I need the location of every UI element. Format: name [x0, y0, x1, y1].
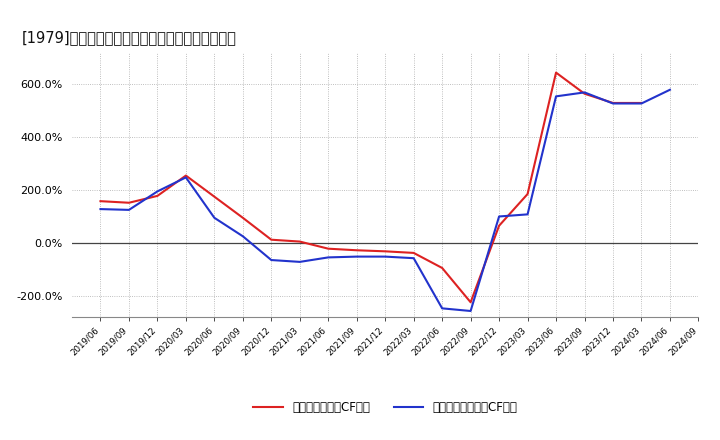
有利子負債フリーCF比率	[637, 101, 646, 106]
有利子負債フリーCF比率	[552, 94, 560, 99]
Line: 有利子負債営業CF比率: 有利子負債営業CF比率	[101, 73, 642, 302]
有利子負債営業CF比率	[324, 246, 333, 251]
有利子負債フリーCF比率	[665, 87, 674, 92]
有利子負債営業CF比率	[267, 237, 276, 242]
有利子負債フリーCF比率	[153, 189, 162, 194]
有利子負債営業CF比率	[238, 215, 247, 220]
有利子負債フリーCF比率	[410, 256, 418, 261]
有利子負債フリーCF比率	[381, 254, 390, 259]
有利子負債フリーCF比率	[267, 257, 276, 263]
有利子負債営業CF比率	[381, 249, 390, 254]
有利子負債営業CF比率	[96, 198, 105, 204]
有利子負債フリーCF比率	[467, 308, 475, 314]
有利子負債営業CF比率	[637, 100, 646, 106]
有利子負債フリーCF比率	[295, 259, 304, 264]
有利子負債フリーCF比率	[125, 207, 133, 213]
有利子負債営業CF比率	[467, 300, 475, 305]
有利子負債営業CF比率	[352, 248, 361, 253]
有利子負債フリーCF比率	[96, 206, 105, 212]
有利子負債フリーCF比率	[210, 215, 219, 220]
有利子負債営業CF比率	[438, 265, 446, 271]
有利子負債フリーCF比率	[324, 255, 333, 260]
有利子負債営業CF比率	[153, 193, 162, 198]
有利子負債フリーCF比率	[608, 101, 617, 106]
Line: 有利子負債フリーCF比率: 有利子負債フリーCF比率	[101, 90, 670, 311]
有利子負債営業CF比率	[495, 223, 503, 228]
有利子負債営業CF比率	[295, 239, 304, 244]
Legend: 有利子負債営業CF比率, 有利子負債フリーCF比率: 有利子負債営業CF比率, 有利子負債フリーCF比率	[248, 396, 522, 419]
有利子負債フリーCF比率	[238, 234, 247, 239]
有利子負債フリーCF比率	[580, 90, 589, 95]
Text: [1979]　有利子負債キャッシュフロー比率の推移: [1979] 有利子負債キャッシュフロー比率の推移	[22, 29, 237, 45]
有利子負債営業CF比率	[125, 200, 133, 205]
有利子負債フリーCF比率	[495, 214, 503, 219]
有利子負債営業CF比率	[552, 70, 560, 75]
有利子負債営業CF比率	[181, 173, 190, 178]
有利子負債フリーCF比率	[438, 306, 446, 311]
有利子負債フリーCF比率	[352, 254, 361, 259]
有利子負債営業CF比率	[608, 100, 617, 106]
有利子負債営業CF比率	[523, 191, 532, 197]
有利子負債フリーCF比率	[523, 212, 532, 217]
有利子負債フリーCF比率	[181, 175, 190, 180]
有利子負債営業CF比率	[580, 91, 589, 96]
有利子負債営業CF比率	[210, 194, 219, 199]
有利子負債営業CF比率	[410, 250, 418, 256]
